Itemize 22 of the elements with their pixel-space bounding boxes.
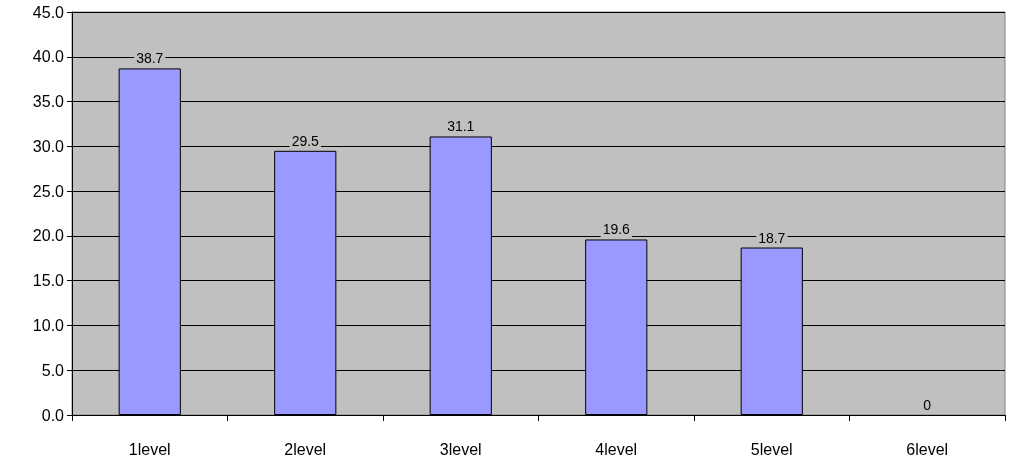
y-tick-label: 0.0 (41, 406, 65, 424)
y-tick-label: 25.0 (32, 182, 65, 200)
data-label: 29.5 (291, 132, 320, 149)
x-tick-label: 3level (439, 440, 482, 458)
x-tick-label: 4level (595, 440, 638, 458)
y-tick-label: 15.0 (32, 272, 65, 290)
y-tick-label: 40.0 (32, 48, 65, 66)
y-tick-label: 20.0 (32, 227, 65, 245)
data-label: 38.7 (136, 50, 164, 67)
data-label: 18.7 (758, 229, 786, 246)
y-tick-label: 10.0 (32, 316, 65, 334)
data-label: 31.1 (447, 118, 475, 135)
data-label: 0 (923, 397, 932, 413)
x-tick-label: 6level (906, 440, 949, 458)
y-tick-label: 45.0 (32, 3, 65, 21)
y-tick-label: 30.0 (32, 137, 65, 155)
y-tick-label: 35.0 (32, 93, 65, 111)
x-tick-label: 2level (284, 440, 327, 458)
data-label: 19.6 (602, 221, 631, 238)
x-tick-label: 5level (750, 440, 793, 458)
x-tick-label: 1level (128, 440, 171, 458)
y-tick-label: 5.0 (41, 361, 65, 379)
